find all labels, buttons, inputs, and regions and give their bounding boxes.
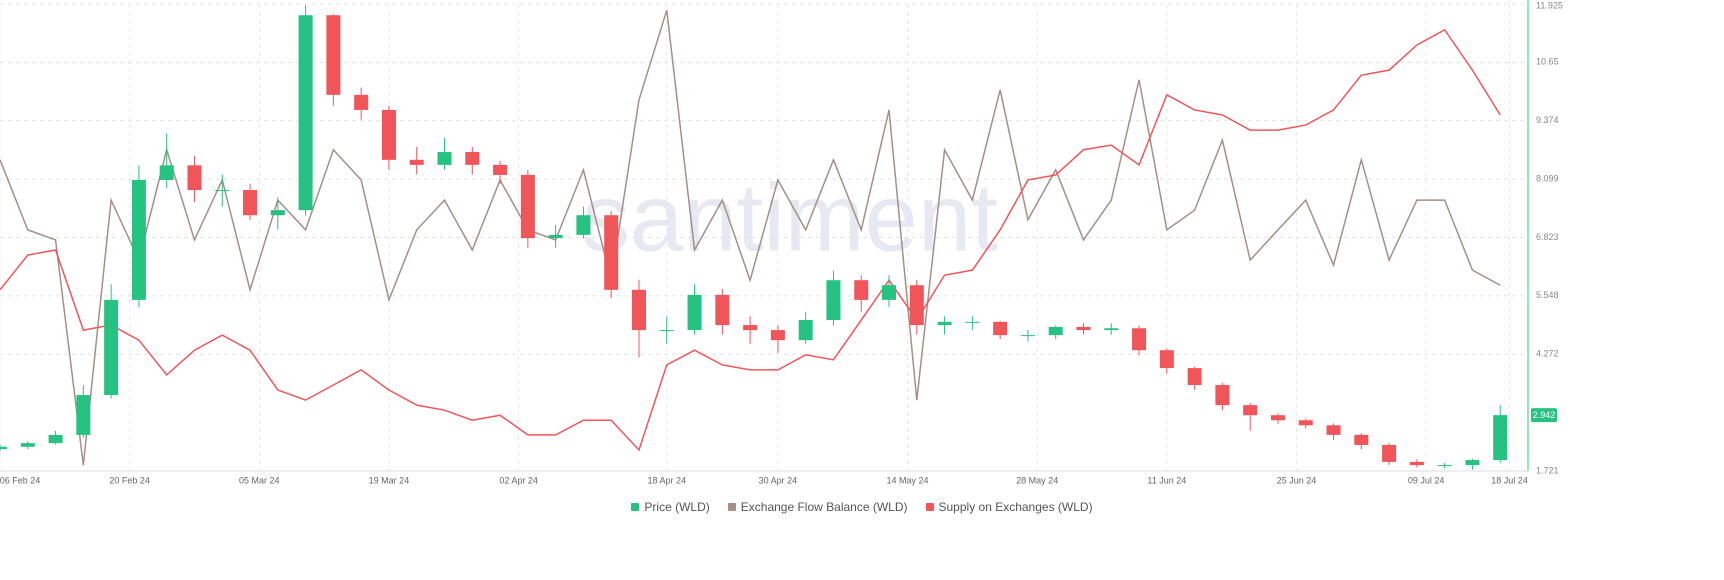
candle-body: [270, 210, 285, 216]
candle-body: [1298, 420, 1313, 426]
candle-body: [548, 234, 563, 239]
candle-body: [909, 285, 924, 326]
y-tick-label: 9.374: [1536, 115, 1559, 125]
x-tick-label: 06 Feb 24: [0, 475, 40, 485]
legend-swatch: [631, 503, 640, 511]
candle-body: [1382, 444, 1397, 462]
series-line: [0, 9, 1501, 466]
candle-body: [1354, 434, 1369, 445]
x-tick-label: 11 Jun 24: [1147, 475, 1186, 485]
candle-body: [76, 395, 91, 435]
y-tick-label: 8.099: [1536, 173, 1559, 183]
legend-item[interactable]: Supply on Exchanges (WLD): [925, 500, 1093, 514]
candle-body: [493, 164, 508, 175]
candle-body: [1104, 328, 1119, 331]
legend-swatch: [925, 503, 934, 511]
candle-body: [104, 299, 119, 396]
price-badge: [1531, 408, 1557, 423]
x-tick-label: 30 Apr 24: [759, 475, 798, 485]
candle-body: [1159, 350, 1174, 369]
candle-body: [243, 190, 258, 216]
candle-body: [131, 179, 146, 300]
candle-body: [715, 294, 730, 326]
candle-body: [854, 280, 869, 300]
candle-body: [1132, 328, 1147, 351]
candle-body: [882, 285, 897, 300]
x-tick-label: 28 May 24: [1016, 475, 1058, 485]
candle-body: [604, 215, 619, 290]
candle-body: [743, 325, 758, 331]
x-tick-label: 05 Mar 24: [239, 475, 280, 485]
candle-body: [520, 174, 535, 239]
x-tick-label: 20 Feb 24: [109, 475, 150, 485]
candle-body: [1409, 461, 1424, 466]
candle-body: [437, 152, 452, 165]
candle-body: [687, 294, 702, 331]
candle-body: [770, 330, 785, 341]
legend-label: Exchange Flow Balance (WLD): [740, 500, 908, 514]
y-tick-label: 6.823: [1536, 232, 1559, 242]
candle-body: [298, 15, 313, 211]
y-tick-label: 1.721: [1536, 465, 1559, 475]
candle-body: [0, 446, 7, 450]
legend-label: Price (WLD): [644, 500, 710, 514]
candle-body: [659, 330, 674, 332]
candle-body: [965, 321, 980, 323]
candle-body: [187, 165, 202, 191]
candle-body: [409, 159, 424, 165]
y-tick-label: 5.548: [1536, 290, 1559, 300]
candle-body: [354, 94, 369, 110]
candle-body: [1270, 415, 1285, 421]
x-tick-label: 09 Jul 24: [1408, 475, 1445, 485]
candle-body: [1243, 405, 1258, 416]
candle-body: [1437, 465, 1452, 467]
legend-item[interactable]: Price (WLD): [631, 500, 710, 514]
candle-body: [1076, 326, 1091, 331]
candle-body: [631, 289, 646, 331]
candle-body: [20, 443, 35, 447]
candle-body: [1465, 460, 1480, 466]
chart: santiment 1.721 4.272 5.548 6.823 8.099 9.374…: [0, 0, 1563, 485]
y-tick-label: 10.65: [1536, 57, 1559, 67]
y-tick-label: 4.272: [1536, 349, 1559, 359]
x-tick-label: 25 Jun 24: [1277, 475, 1317, 485]
candle-body: [1048, 326, 1063, 336]
legend-label: Supply on Exchanges (WLD): [938, 500, 1093, 514]
candle-body: [798, 320, 813, 341]
candle-body: [1020, 335, 1035, 337]
candle-body: [1493, 415, 1508, 461]
legend-item[interactable]: Exchange Flow Balance (WLD): [727, 500, 908, 514]
candle-body: [215, 190, 230, 192]
y-tick-label: 11.925: [1536, 0, 1563, 10]
x-tick-label: 18 Jul 24: [1491, 475, 1528, 485]
legend-swatch: [727, 503, 736, 511]
series-line: [0, 28, 1501, 452]
candle-body: [48, 434, 63, 444]
candle-body: [1326, 425, 1341, 435]
candle-body: [326, 15, 341, 95]
price-badge-label: 2.942: [1533, 410, 1556, 420]
watermark: santiment: [582, 164, 998, 271]
x-tick-label: 02 Apr 24: [499, 475, 538, 485]
x-tick-label: 19 Mar 24: [369, 475, 410, 485]
candle-body: [826, 280, 841, 321]
candle-body: [159, 165, 174, 180]
candle-body: [381, 109, 396, 160]
candle-body: [937, 321, 952, 326]
x-tick-label: 14 May 24: [887, 475, 929, 485]
candle-body: [576, 215, 591, 235]
legend: Price (WLD) Exchange Flow Balance (WLD) Su…: [0, 500, 1724, 514]
candle-body: [465, 152, 480, 165]
candle-body: [1215, 385, 1230, 406]
candle-body: [993, 321, 1008, 336]
candle-body: [1187, 368, 1202, 386]
x-tick-label: 18 Apr 24: [647, 475, 686, 485]
